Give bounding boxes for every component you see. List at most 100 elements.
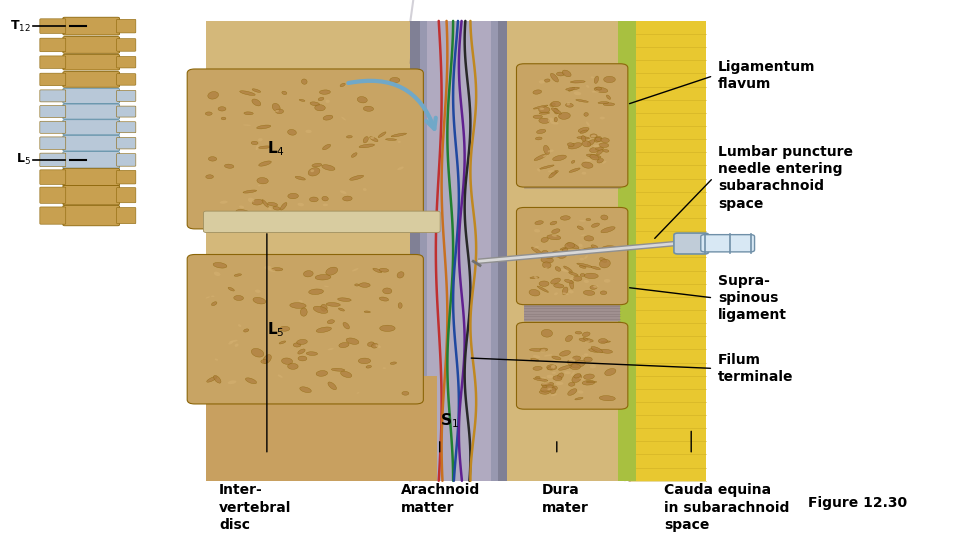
- Ellipse shape: [215, 359, 218, 361]
- Ellipse shape: [265, 215, 270, 217]
- Ellipse shape: [541, 329, 553, 337]
- Ellipse shape: [591, 266, 600, 269]
- Ellipse shape: [533, 115, 542, 118]
- Ellipse shape: [328, 382, 337, 390]
- Ellipse shape: [578, 390, 584, 394]
- Ellipse shape: [532, 247, 541, 254]
- Ellipse shape: [568, 290, 574, 293]
- Ellipse shape: [347, 136, 352, 138]
- Ellipse shape: [573, 356, 581, 360]
- Ellipse shape: [586, 122, 589, 126]
- Ellipse shape: [578, 248, 593, 251]
- Ellipse shape: [281, 358, 293, 365]
- Ellipse shape: [262, 200, 269, 207]
- Ellipse shape: [568, 272, 578, 276]
- Ellipse shape: [534, 229, 540, 233]
- Ellipse shape: [380, 325, 396, 332]
- Ellipse shape: [569, 277, 574, 280]
- Ellipse shape: [533, 366, 542, 370]
- Ellipse shape: [563, 70, 571, 77]
- Ellipse shape: [585, 340, 589, 343]
- Ellipse shape: [548, 170, 555, 173]
- Ellipse shape: [298, 349, 305, 354]
- Ellipse shape: [252, 89, 261, 92]
- Ellipse shape: [590, 76, 594, 78]
- Ellipse shape: [541, 251, 548, 254]
- Ellipse shape: [547, 235, 561, 240]
- Ellipse shape: [288, 363, 299, 369]
- FancyBboxPatch shape: [63, 89, 119, 104]
- Ellipse shape: [543, 354, 552, 356]
- Ellipse shape: [563, 287, 568, 295]
- Ellipse shape: [541, 381, 550, 384]
- FancyBboxPatch shape: [40, 73, 65, 86]
- FancyBboxPatch shape: [117, 138, 135, 149]
- Ellipse shape: [233, 295, 244, 300]
- Ellipse shape: [300, 308, 307, 316]
- Bar: [24, 16, 178, 293]
- Ellipse shape: [228, 341, 233, 345]
- FancyBboxPatch shape: [63, 104, 119, 119]
- Ellipse shape: [591, 245, 598, 248]
- Ellipse shape: [206, 376, 217, 382]
- Ellipse shape: [574, 91, 581, 95]
- Ellipse shape: [255, 145, 258, 150]
- Ellipse shape: [239, 205, 244, 208]
- Ellipse shape: [591, 347, 603, 353]
- Ellipse shape: [561, 269, 569, 272]
- Ellipse shape: [599, 143, 609, 147]
- Ellipse shape: [234, 274, 242, 276]
- FancyBboxPatch shape: [117, 106, 135, 117]
- Ellipse shape: [535, 221, 543, 225]
- Text: Figure 12.30: Figure 12.30: [808, 496, 907, 510]
- Ellipse shape: [589, 154, 599, 160]
- FancyBboxPatch shape: [117, 90, 135, 102]
- Ellipse shape: [591, 223, 599, 227]
- Ellipse shape: [541, 382, 554, 386]
- FancyBboxPatch shape: [117, 187, 135, 202]
- Ellipse shape: [546, 364, 557, 370]
- FancyBboxPatch shape: [63, 120, 119, 135]
- Ellipse shape: [546, 375, 553, 379]
- Ellipse shape: [382, 367, 386, 369]
- Ellipse shape: [584, 374, 594, 380]
- Ellipse shape: [323, 144, 330, 150]
- Ellipse shape: [568, 382, 575, 386]
- FancyBboxPatch shape: [40, 90, 65, 102]
- Ellipse shape: [310, 170, 314, 172]
- FancyBboxPatch shape: [117, 207, 135, 224]
- Text: L$_5$: L$_5$: [267, 320, 284, 339]
- Ellipse shape: [343, 196, 352, 201]
- Ellipse shape: [258, 161, 272, 166]
- Ellipse shape: [236, 210, 252, 216]
- Ellipse shape: [582, 141, 590, 147]
- Ellipse shape: [258, 185, 261, 186]
- Ellipse shape: [580, 248, 584, 250]
- Ellipse shape: [561, 216, 570, 220]
- FancyBboxPatch shape: [63, 205, 119, 226]
- Ellipse shape: [598, 102, 609, 104]
- FancyBboxPatch shape: [117, 57, 135, 68]
- Ellipse shape: [544, 79, 550, 82]
- Ellipse shape: [579, 258, 584, 260]
- Ellipse shape: [339, 342, 349, 348]
- Ellipse shape: [205, 112, 212, 115]
- Bar: [491, 21, 497, 481]
- Ellipse shape: [603, 150, 609, 152]
- Ellipse shape: [300, 99, 305, 102]
- Ellipse shape: [567, 143, 574, 146]
- Ellipse shape: [604, 279, 611, 283]
- Ellipse shape: [228, 380, 236, 384]
- Ellipse shape: [540, 107, 544, 110]
- Bar: [625, 21, 629, 481]
- Ellipse shape: [552, 234, 557, 237]
- Ellipse shape: [540, 349, 545, 353]
- Ellipse shape: [306, 352, 318, 355]
- Ellipse shape: [363, 106, 373, 111]
- FancyBboxPatch shape: [63, 17, 119, 35]
- Ellipse shape: [536, 376, 540, 379]
- Ellipse shape: [290, 303, 306, 308]
- Ellipse shape: [529, 289, 540, 296]
- Ellipse shape: [310, 102, 320, 106]
- Ellipse shape: [594, 137, 602, 142]
